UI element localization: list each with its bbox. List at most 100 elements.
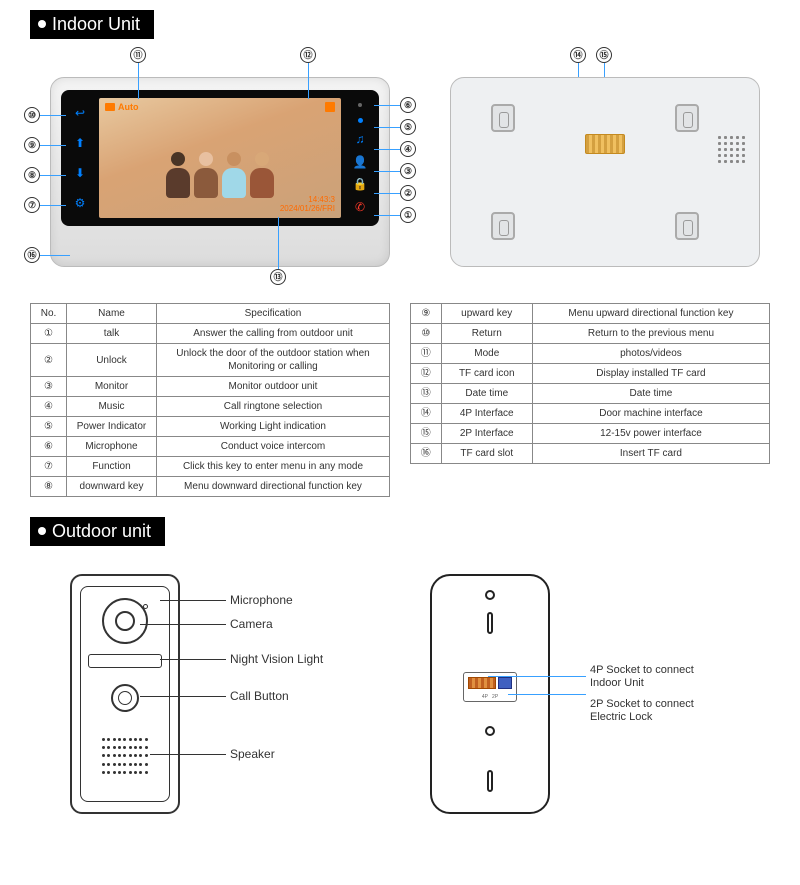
cell-name: Date time xyxy=(441,384,532,404)
th-no: No. xyxy=(31,304,67,324)
spec-table-1: No. Name Specification ①talkAnswer the c… xyxy=(30,303,390,497)
cell-no: ⑬ xyxy=(411,384,442,404)
section-title-outdoor: Outdoor unit xyxy=(30,517,165,546)
mic-hole-icon xyxy=(143,604,148,609)
speaker-grill xyxy=(718,136,745,163)
label-nv: Night Vision Light xyxy=(230,652,323,666)
th-name: Name xyxy=(67,304,157,324)
cell-name: Function xyxy=(67,457,157,477)
cell-spec: Answer the calling from outdoor unit xyxy=(157,324,390,344)
cell-name: Mode xyxy=(441,344,532,364)
cell-name: upward key xyxy=(441,304,532,324)
table-row: ②UnlockUnlock the door of the outdoor st… xyxy=(31,344,390,377)
table-row: ⑤Power IndicatorWorking Light indication xyxy=(31,417,390,437)
callout-1: ① xyxy=(400,207,416,223)
outdoor-unit-front xyxy=(70,574,180,814)
cell-no: ⑩ xyxy=(411,324,442,344)
cell-name: Power Indicator xyxy=(67,417,157,437)
mount-hole xyxy=(491,212,515,240)
table-row: ①talkAnswer the calling from outdoor uni… xyxy=(31,324,390,344)
monitor-bezel: ↩ ⬆ ⬇ ⚙ ♫ 👤 🔒 ✆ Auto xyxy=(61,90,379,226)
cell-name: downward key xyxy=(67,477,157,497)
interface-port xyxy=(585,134,625,154)
mount-hole xyxy=(675,212,699,240)
callout-5: ⑤ xyxy=(400,119,416,135)
music-icon: ♫ xyxy=(356,133,365,145)
mode-indicator: Auto xyxy=(105,102,139,112)
callout-2: ② xyxy=(400,185,416,201)
mic-hole-icon xyxy=(358,103,362,107)
cell-no: ⑨ xyxy=(411,304,442,324)
cell-name: Music xyxy=(67,397,157,417)
cell-no: ⑧ xyxy=(31,477,67,497)
outdoor-back-diagram: 4P 2P 4P Socket to connectIndoor Unit 2P… xyxy=(410,564,750,824)
lock-icon: 🔒 xyxy=(353,178,368,190)
table-row: ⑭4P InterfaceDoor machine interface xyxy=(411,404,770,424)
mount-slot-icon xyxy=(487,770,493,792)
table-row: ③MonitorMonitor outdoor unit xyxy=(31,377,390,397)
mount-hole xyxy=(675,104,699,132)
table-row: ⑪Modephotos/videos xyxy=(411,344,770,364)
table-row: ⑬Date timeDate time xyxy=(411,384,770,404)
cell-spec: Click this key to enter menu in any mode xyxy=(157,457,390,477)
monitor-front: ↩ ⬆ ⬇ ⚙ ♫ 👤 🔒 ✆ Auto xyxy=(50,77,390,267)
port-4p-icon xyxy=(468,677,496,689)
night-vision-light xyxy=(88,654,162,668)
cell-no: ③ xyxy=(31,377,67,397)
indoor-diagrams: ↩ ⬆ ⬇ ⚙ ♫ 👤 🔒 ✆ Auto xyxy=(30,47,770,287)
port-2p-icon xyxy=(498,677,512,689)
cell-spec: Menu downward directional function key xyxy=(157,477,390,497)
cell-spec: Date time xyxy=(532,384,769,404)
mode-label: Auto xyxy=(118,102,139,112)
label-mic: Microphone xyxy=(230,593,293,607)
callout-9: ⑨ xyxy=(24,137,40,153)
cell-name: 4P Interface xyxy=(441,404,532,424)
label-call: Call Button xyxy=(230,689,289,703)
callout-4: ④ xyxy=(400,141,416,157)
cell-no: ④ xyxy=(31,397,67,417)
power-led-icon xyxy=(358,118,363,123)
label-2p: 2P Socket to connectElectric Lock xyxy=(590,698,694,724)
cell-no: ⑥ xyxy=(31,437,67,457)
preview-image xyxy=(99,118,341,198)
cell-spec: Return to the previous menu xyxy=(532,324,769,344)
cell-spec: photos/videos xyxy=(532,344,769,364)
outdoor-title-text: Outdoor unit xyxy=(52,521,151,541)
phone-icon: ✆ xyxy=(355,201,365,213)
callout-15: ⑮ xyxy=(596,47,612,63)
cell-name: 2P Interface xyxy=(441,424,532,444)
cell-spec: Conduct voice intercom xyxy=(157,437,390,457)
indoor-front-diagram: ↩ ⬆ ⬇ ⚙ ♫ 👤 🔒 ✆ Auto xyxy=(30,47,410,287)
table-row: ④MusicCall ringtone selection xyxy=(31,397,390,417)
callout-14: ⑭ xyxy=(570,47,586,63)
cell-spec: Monitor outdoor unit xyxy=(157,377,390,397)
cell-spec: Display installed TF card xyxy=(532,364,769,384)
callout-11: ⑪ xyxy=(130,47,146,63)
left-button-column: ↩ ⬆ ⬇ ⚙ xyxy=(65,98,95,218)
up-icon: ⬆ xyxy=(75,137,85,149)
cell-name: TF card slot xyxy=(441,444,532,464)
table-row: ⑦FunctionClick this key to enter menu in… xyxy=(31,457,390,477)
spec-table-2: ⑨upward keyMenu upward directional funct… xyxy=(410,303,770,464)
cell-name: Return xyxy=(441,324,532,344)
cell-spec: Door machine interface xyxy=(532,404,769,424)
cell-no: ⑭ xyxy=(411,404,442,424)
cell-spec: 12-15v power interface xyxy=(532,424,769,444)
label-camera: Camera xyxy=(230,617,273,631)
bullet-icon xyxy=(38,527,46,535)
indoor-back-diagram: ⑭ ⑮ xyxy=(440,47,770,287)
table-row: ⑩ReturnReturn to the previous menu xyxy=(411,324,770,344)
table-row: ⑧downward keyMenu downward directional f… xyxy=(31,477,390,497)
monitor-icon: 👤 xyxy=(353,156,368,168)
mount-slot-icon xyxy=(487,612,493,634)
cell-no: ⑦ xyxy=(31,457,67,477)
callout-10: ⑩ xyxy=(24,107,40,123)
cell-no: ⑤ xyxy=(31,417,67,437)
speaker-grill xyxy=(102,736,148,776)
bullet-icon xyxy=(38,20,46,28)
callout-12: ⑫ xyxy=(300,47,316,63)
outdoor-diagrams: Microphone Camera Night Vision Light Cal… xyxy=(30,564,770,824)
callout-13: ⑬ xyxy=(270,269,286,285)
cell-spec: Insert TF card xyxy=(532,444,769,464)
tf-card-icon xyxy=(325,102,335,112)
